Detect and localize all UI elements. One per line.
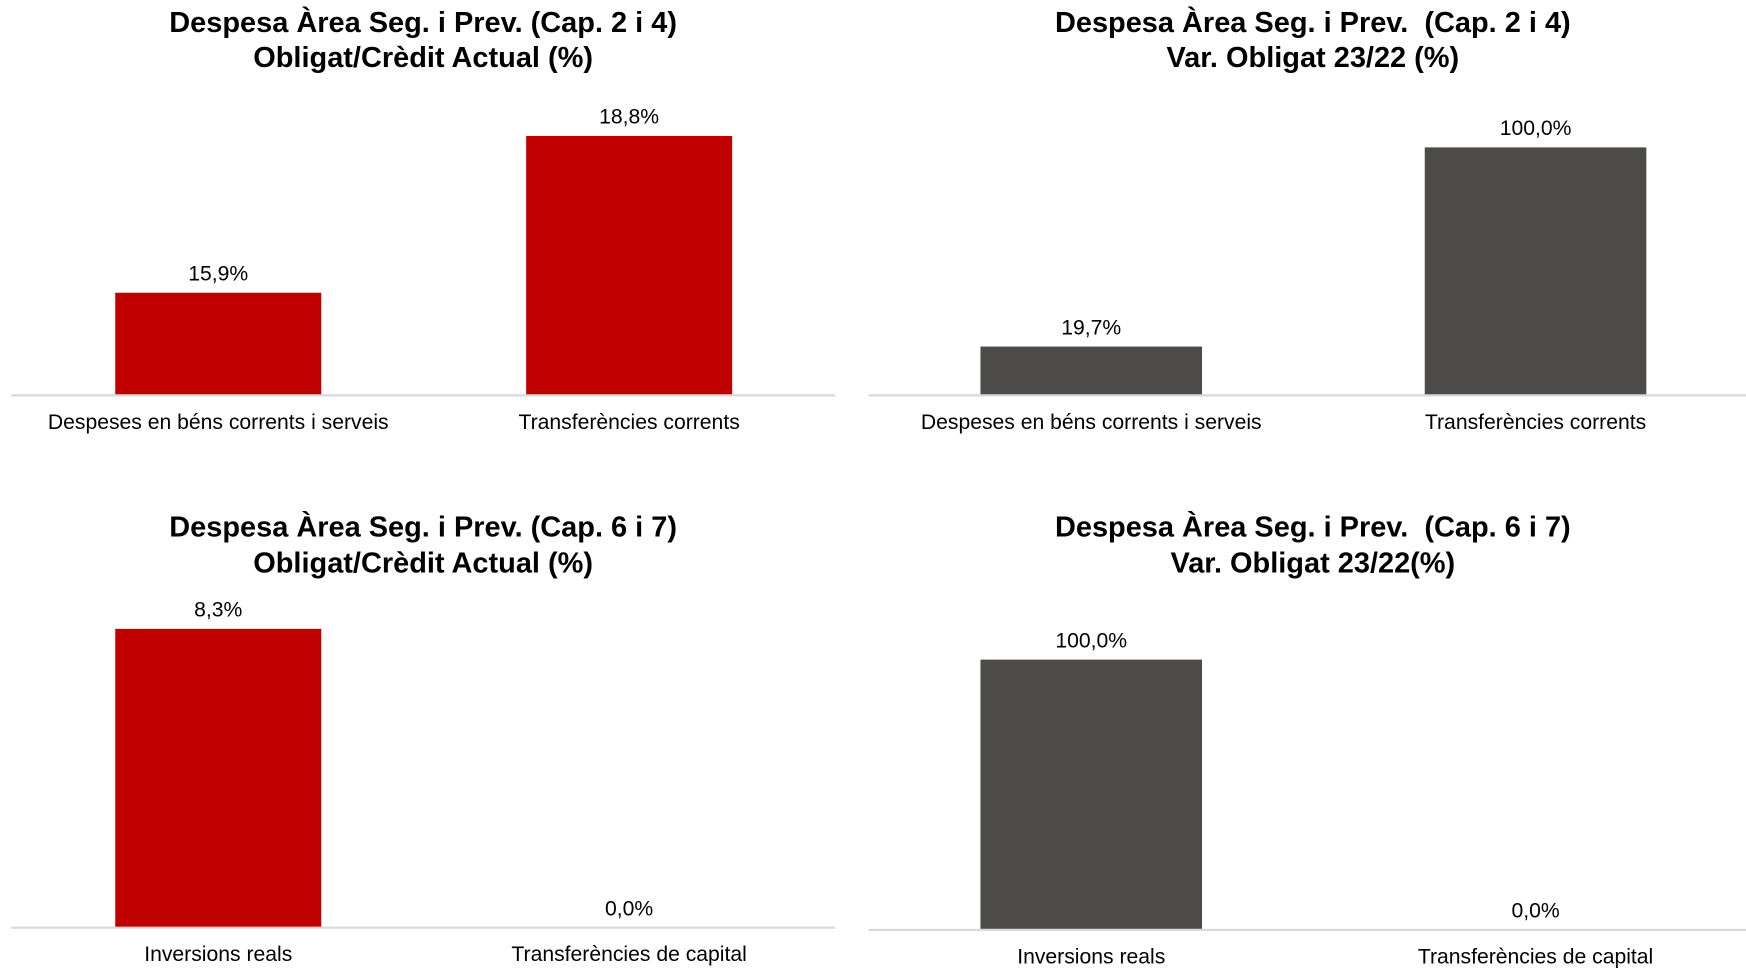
chart-title: Despesa Àrea Seg. i Prev. (Cap. 2 i 4) [169, 5, 677, 39]
value-label: 18,8% [599, 106, 659, 129]
x-tick-label: Transferències de capital [511, 943, 746, 966]
bar [526, 135, 733, 396]
chart-subtitle: Var. Obligat 23/22 (%) [1166, 42, 1459, 74]
value-label: 19,7% [1061, 316, 1121, 339]
value-label: 0,0% [605, 897, 653, 920]
chart-title: Despesa Àrea Seg. i Prev. (Cap. 6 i 7) [1055, 510, 1571, 544]
bar [115, 292, 322, 396]
chart-title: Despesa Àrea Seg. i Prev. (Cap. 6 i 7) [169, 510, 677, 544]
value-label: 0,0% [1511, 900, 1559, 923]
bar [980, 346, 1203, 396]
value-label: 8,3% [194, 599, 242, 622]
x-tick-label: Despeses en béns corrents i serveis [48, 411, 389, 434]
x-tick-label: Inversions reals [144, 943, 292, 966]
chart-subtitle: Var. Obligat 23/22(%) [1171, 547, 1456, 579]
x-tick-label: Transferències de capital [1418, 945, 1653, 968]
value-label: 15,9% [188, 262, 248, 285]
x-tick-label: Inversions reals [1017, 945, 1165, 968]
value-label: 100,0% [1500, 117, 1572, 140]
bar [115, 628, 322, 928]
x-tick-label: Despeses en béns corrents i serveis [921, 411, 1262, 434]
value-label: 100,0% [1055, 629, 1127, 652]
x-tick-label: Transferències corrents [518, 411, 739, 434]
chart-title: Despesa Àrea Seg. i Prev. (Cap. 2 i 4) [1055, 5, 1571, 39]
x-tick-label: Transferències corrents [1425, 411, 1646, 434]
chart-subtitle: Obligat/Crèdit Actual (%) [253, 42, 593, 74]
bar [980, 659, 1203, 930]
bar [1424, 147, 1647, 396]
chart-subtitle: Obligat/Crèdit Actual (%) [253, 547, 593, 579]
